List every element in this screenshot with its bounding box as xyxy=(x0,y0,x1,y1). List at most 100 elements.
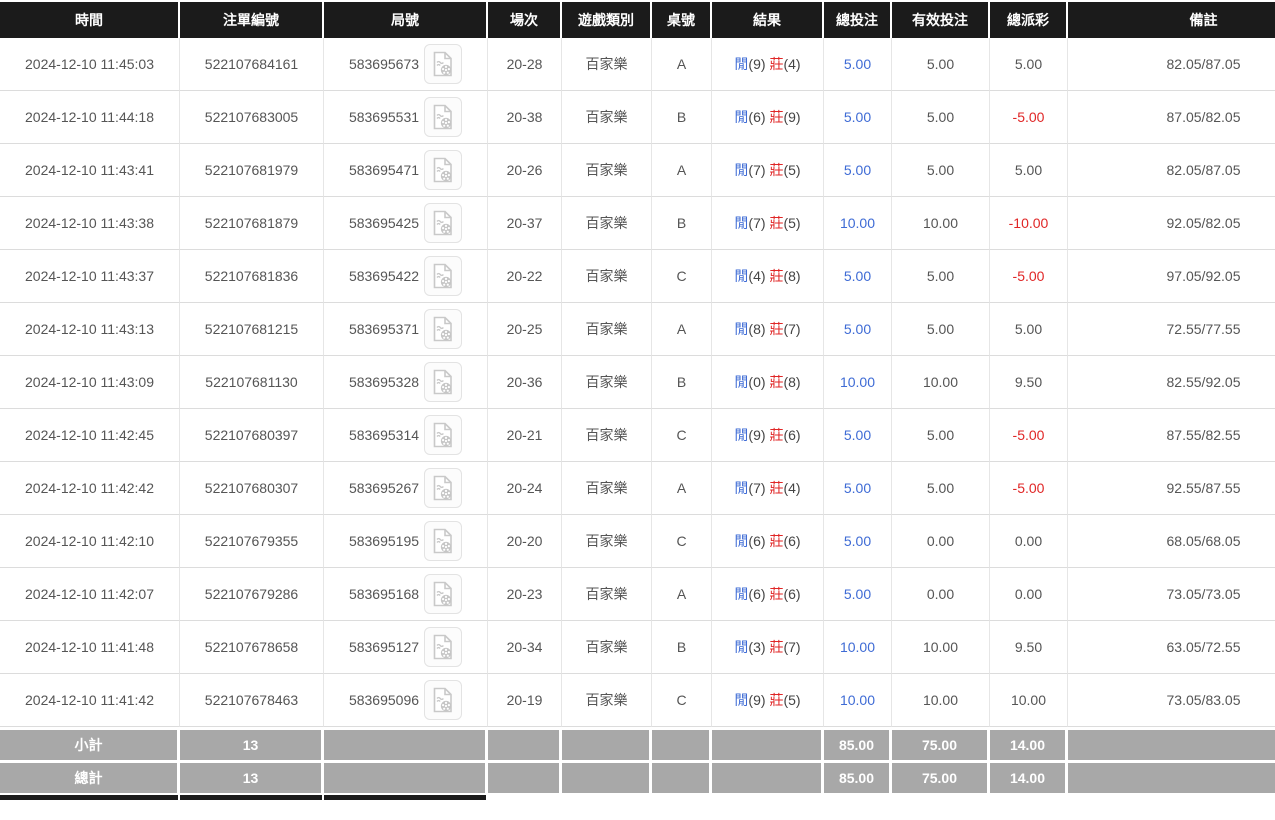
video-replay-icon xyxy=(433,475,452,501)
round-number: 583695127 xyxy=(348,639,420,655)
cell-valid-bet: 10.00 xyxy=(892,356,990,409)
total-row: 總計 13 85.00 75.00 14.00 xyxy=(0,760,1275,793)
cell-result: 閒(9) 莊(4) xyxy=(712,38,824,91)
cell-payout: 9.50 xyxy=(990,621,1068,674)
result-player-label: 閒 xyxy=(734,533,749,549)
result-banker-points: (8) xyxy=(783,374,801,390)
subtotal-label: 小計 xyxy=(0,727,180,760)
result-player-points: (3) xyxy=(748,639,766,655)
cell-bet-id: 522107678658 xyxy=(180,621,324,674)
cell-result: 閒(7) 莊(5) xyxy=(712,197,824,250)
result-banker-points: (6) xyxy=(783,533,801,549)
cell-remark: 72.55/77.55 xyxy=(1068,303,1275,356)
cell-time: 2024-12-10 11:44:18 xyxy=(0,91,180,144)
result-player-label: 閒 xyxy=(734,215,749,231)
cell-bet-id: 522107680307 xyxy=(180,462,324,515)
cell-table-no: B xyxy=(652,356,712,409)
result-player-points: (7) xyxy=(748,162,766,178)
cell-table-no: A xyxy=(652,303,712,356)
video-replay-button[interactable] xyxy=(424,680,463,720)
result-player-label: 閒 xyxy=(734,374,749,390)
cell-valid-bet: 10.00 xyxy=(892,197,990,250)
video-replay-button[interactable] xyxy=(424,150,463,190)
video-replay-button[interactable] xyxy=(424,415,463,455)
cell-result: 閒(0) 莊(8) xyxy=(712,356,824,409)
result-player-label: 閒 xyxy=(734,427,749,443)
column-header-session: 場次 xyxy=(488,0,562,38)
cell-time: 2024-12-10 11:43:41 xyxy=(0,144,180,197)
cell-remark: 82.55/92.05 xyxy=(1068,356,1275,409)
cell-remark: 97.05/92.05 xyxy=(1068,250,1275,303)
cell-result: 閒(3) 莊(7) xyxy=(712,621,824,674)
cell-payout: 10.00 xyxy=(990,674,1068,727)
round-number: 583695314 xyxy=(348,427,420,443)
cell-round: 583695328 xyxy=(324,356,488,409)
cell-total-bet: 5.00 xyxy=(824,409,892,462)
video-replay-button[interactable] xyxy=(424,203,463,243)
table-row: 2024-12-10 11:42:10 522107679355 583695195… xyxy=(0,515,1275,568)
total-label: 總計 xyxy=(0,760,180,793)
total-count: 13 xyxy=(180,760,324,793)
cell-time: 2024-12-10 11:43:37 xyxy=(0,250,180,303)
table-row: 2024-12-10 11:42:45 522107680397 583695314… xyxy=(0,409,1275,462)
table-row: 2024-12-10 11:43:38 522107681879 583695425… xyxy=(0,197,1275,250)
cell-game-type: 百家樂 xyxy=(562,250,652,303)
cell-time: 2024-12-10 11:45:03 xyxy=(0,38,180,91)
cell-table-no: A xyxy=(652,144,712,197)
cell-session: 20-38 xyxy=(488,91,562,144)
table-row: 2024-12-10 11:43:37 522107681836 583695422… xyxy=(0,250,1275,303)
video-replay-icon xyxy=(433,263,452,289)
next-table-header-clipped xyxy=(0,795,1275,800)
round-number: 583695328 xyxy=(348,374,420,390)
cell-game-type: 百家樂 xyxy=(562,303,652,356)
column-header-game: 遊戲類別 xyxy=(562,0,652,38)
cell-valid-bet: 0.00 xyxy=(892,515,990,568)
video-replay-button[interactable] xyxy=(424,468,463,508)
video-replay-button[interactable] xyxy=(424,309,463,349)
video-replay-icon xyxy=(433,157,452,183)
cell-result: 閒(8) 莊(7) xyxy=(712,303,824,356)
cell-valid-bet: 0.00 xyxy=(892,568,990,621)
result-banker-points: (5) xyxy=(783,692,801,708)
cell-valid-bet: 5.00 xyxy=(892,38,990,91)
video-replay-button[interactable] xyxy=(424,256,463,296)
next-table-header-cell xyxy=(324,795,486,800)
table-row: 2024-12-10 11:42:42 522107680307 583695267… xyxy=(0,462,1275,515)
result-player-points: (0) xyxy=(748,374,766,390)
cell-game-type: 百家樂 xyxy=(562,674,652,727)
video-replay-icon xyxy=(433,316,452,342)
cell-table-no: A xyxy=(652,568,712,621)
video-replay-icon xyxy=(433,210,452,236)
cell-total-bet: 10.00 xyxy=(824,621,892,674)
cell-session: 20-23 xyxy=(488,568,562,621)
cell-valid-bet: 10.00 xyxy=(892,621,990,674)
video-replay-button[interactable] xyxy=(424,574,463,614)
video-replay-button[interactable] xyxy=(424,521,463,561)
cell-round: 583695195 xyxy=(324,515,488,568)
round-number: 583695168 xyxy=(348,586,420,602)
cell-game-type: 百家樂 xyxy=(562,515,652,568)
cell-result: 閒(6) 莊(6) xyxy=(712,568,824,621)
result-player-label: 閒 xyxy=(734,639,749,655)
cell-table-no: B xyxy=(652,91,712,144)
cell-remark: 73.05/83.05 xyxy=(1068,674,1275,727)
result-player-points: (6) xyxy=(748,586,766,602)
cell-table-no: C xyxy=(652,409,712,462)
result-player-points: (6) xyxy=(748,109,766,125)
cell-remark: 87.55/82.55 xyxy=(1068,409,1275,462)
cell-game-type: 百家樂 xyxy=(562,197,652,250)
result-banker-label: 莊 xyxy=(769,321,784,337)
cell-bet-id: 522107681879 xyxy=(180,197,324,250)
video-replay-button[interactable] xyxy=(424,97,463,137)
video-replay-button[interactable] xyxy=(424,44,463,84)
cell-round: 583695314 xyxy=(324,409,488,462)
cell-bet-id: 522107679286 xyxy=(180,568,324,621)
cell-valid-bet: 10.00 xyxy=(892,674,990,727)
video-replay-button[interactable] xyxy=(424,627,463,667)
cell-table-no: B xyxy=(652,621,712,674)
video-replay-button[interactable] xyxy=(424,362,463,402)
cell-time: 2024-12-10 11:42:10 xyxy=(0,515,180,568)
cell-valid-bet: 5.00 xyxy=(892,462,990,515)
video-replay-icon xyxy=(433,528,452,554)
result-player-label: 閒 xyxy=(734,268,749,284)
